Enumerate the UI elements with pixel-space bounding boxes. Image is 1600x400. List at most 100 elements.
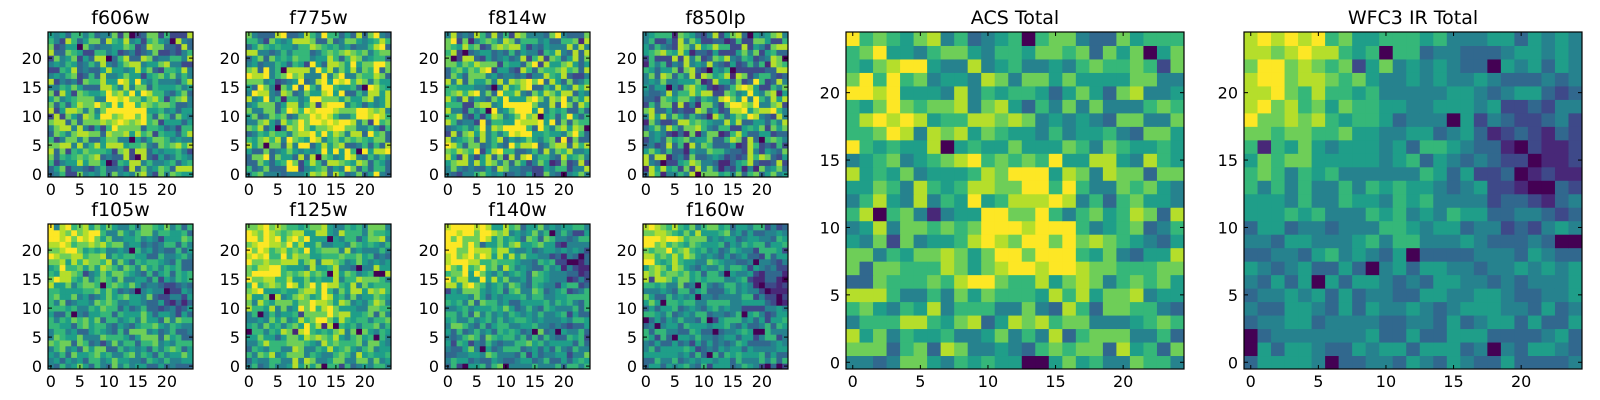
heatmap-cell [747, 107, 754, 114]
heatmap-cell [497, 55, 504, 62]
heatmap-cell [479, 224, 487, 231]
heatmap-cell [53, 287, 61, 295]
x-tick-label: 0 [443, 372, 453, 391]
heatmap-cell [385, 241, 392, 248]
heatmap-cell [759, 101, 766, 108]
heatmap-cell [677, 305, 685, 312]
heatmap-cell [100, 84, 107, 91]
heatmap-cell [456, 340, 463, 347]
heatmap-cell [759, 293, 766, 300]
heatmap-cell [776, 136, 783, 143]
heatmap-cell [367, 316, 375, 324]
heatmap-cell [251, 101, 259, 108]
heatmap-cell [280, 270, 288, 277]
heatmap-cell [71, 136, 78, 143]
heatmap-cell [689, 334, 696, 341]
heatmap-cell [543, 72, 550, 79]
heatmap-cell [53, 61, 61, 68]
heatmap-cell [503, 107, 510, 114]
heatmap-cell [315, 316, 322, 324]
heatmap-cell [71, 247, 78, 254]
heatmap-cell [53, 247, 61, 254]
heatmap-cell [304, 159, 311, 166]
heatmap-cell [555, 270, 562, 277]
heatmap-cell [572, 153, 579, 161]
heatmap-cell [181, 171, 188, 178]
heatmap-cell [129, 95, 136, 103]
heatmap-cell [468, 37, 475, 45]
heatmap-cell [555, 32, 562, 39]
heatmap-cell [747, 345, 754, 353]
heatmap-cell [450, 84, 458, 91]
heatmap-cell [555, 299, 562, 306]
heatmap-cell [315, 340, 322, 347]
heatmap-cell [485, 55, 492, 62]
heatmap-cell [450, 328, 458, 335]
heatmap-cell [362, 235, 369, 242]
heatmap-cell [445, 148, 452, 155]
heatmap-cell [59, 66, 66, 74]
heatmap-cell [491, 224, 498, 231]
heatmap-cell [280, 66, 288, 74]
heatmap-cell [776, 142, 783, 149]
heatmap-cell [643, 328, 650, 335]
heatmap-cell [123, 32, 130, 39]
heatmap-cell [537, 165, 545, 172]
heatmap-cell [169, 113, 177, 120]
heatmap-cell [706, 113, 714, 120]
heatmap-cell [485, 78, 492, 85]
heatmap-cell [474, 142, 481, 149]
heatmap-cell [578, 113, 585, 120]
heatmap-cell [549, 345, 556, 353]
heatmap-cell [123, 90, 130, 97]
heatmap-cell [246, 357, 253, 364]
heatmap-cell [146, 90, 153, 97]
heatmap-cell [485, 357, 492, 364]
heatmap-cell [257, 357, 264, 364]
heatmap-cell [747, 328, 754, 335]
heatmap-cell [275, 148, 282, 155]
heatmap-cell [53, 235, 61, 242]
heatmap-cell [292, 253, 299, 260]
heatmap-cell [479, 148, 487, 155]
heatmap-cell [152, 293, 159, 300]
heatmap-cell [526, 66, 533, 74]
heatmap-cell [111, 264, 119, 271]
heatmap-cell [280, 328, 288, 335]
heatmap-cell [53, 305, 61, 312]
heatmap-cell [654, 165, 661, 172]
heatmap-cell [578, 241, 585, 248]
heatmap-cell [286, 148, 293, 155]
heatmap-cell [491, 90, 498, 97]
heatmap-cell [140, 235, 148, 242]
heatmap-cell [146, 84, 153, 91]
heatmap-cell [94, 287, 101, 295]
heatmap-cell [514, 32, 521, 39]
heatmap-cell [187, 270, 194, 277]
heatmap-cell [532, 130, 539, 137]
heatmap-cell [712, 55, 719, 62]
heatmap-cell [169, 84, 177, 91]
heatmap-cell [584, 107, 591, 114]
heatmap-cell [111, 37, 119, 45]
heatmap-cell [643, 153, 650, 161]
heatmap-cell [474, 136, 481, 143]
heatmap-cell [71, 293, 78, 300]
heatmap-cell [654, 49, 661, 56]
heatmap-cell [735, 357, 743, 364]
x-tick-label: 10 [99, 372, 119, 391]
x-tick-label: 20 [157, 372, 177, 391]
heatmap-cell [263, 282, 270, 289]
heatmap-cell [175, 311, 182, 318]
heatmap-cell [292, 165, 299, 172]
heatmap-cell [561, 293, 568, 300]
heatmap-cell [187, 264, 194, 271]
heatmap-cell [111, 316, 119, 324]
heatmap-cell [735, 351, 743, 358]
heatmap-cell [94, 345, 101, 353]
heatmap-cell [100, 311, 107, 318]
heatmap-cell [304, 340, 311, 347]
heatmap-cell [152, 311, 159, 318]
heatmap-cell [514, 334, 521, 341]
heatmap-cell [65, 78, 72, 85]
